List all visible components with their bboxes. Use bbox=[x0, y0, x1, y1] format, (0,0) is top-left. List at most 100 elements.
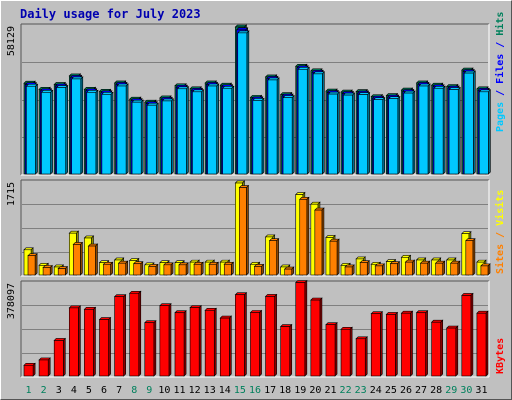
legend-pages-files-hits-part: Files bbox=[494, 54, 506, 84]
bar-sites-21 bbox=[329, 238, 340, 276]
bar-kbytes-12 bbox=[189, 304, 202, 377]
bar-kbytes-18 bbox=[279, 323, 293, 377]
bar-pages-27 bbox=[418, 83, 431, 175]
bar-kbytes-27 bbox=[415, 310, 429, 377]
bar-pages-22 bbox=[342, 92, 356, 175]
bar-sites-15 bbox=[238, 184, 250, 276]
bar-pages-25 bbox=[387, 95, 401, 175]
bar-kbytes-15 bbox=[234, 292, 248, 377]
day-label: 5 bbox=[86, 385, 92, 396]
bar-kbytes-17 bbox=[264, 293, 278, 377]
bar-kbytes-10 bbox=[159, 302, 172, 377]
bar-kbytes-5 bbox=[83, 306, 97, 377]
day-label: 15 bbox=[234, 385, 246, 396]
bar-kbytes-2 bbox=[38, 357, 51, 377]
bar-kbytes-13 bbox=[204, 307, 217, 377]
day-label: 16 bbox=[249, 385, 261, 396]
bar-sites-10 bbox=[163, 262, 174, 276]
bar-kbytes-9 bbox=[144, 319, 157, 377]
bar-kbytes-31 bbox=[476, 310, 489, 377]
day-label: 20 bbox=[309, 385, 321, 396]
legend-sites-visits-part: Visits bbox=[494, 190, 506, 226]
bar-sites-19 bbox=[299, 196, 310, 276]
chart-title: Daily usage for July 2023 bbox=[20, 7, 201, 21]
bar-sites-14 bbox=[223, 261, 235, 276]
bar-kbytes-26 bbox=[400, 310, 414, 377]
bar-kbytes-23 bbox=[355, 336, 368, 377]
bar-kbytes-21 bbox=[325, 321, 338, 377]
bar-kbytes-19 bbox=[295, 279, 308, 377]
bar-pages-28 bbox=[433, 85, 446, 175]
day-label: 14 bbox=[219, 385, 231, 396]
bar-pages-4 bbox=[70, 76, 84, 175]
bar-sites-20 bbox=[314, 207, 325, 276]
bar-kbytes-24 bbox=[370, 310, 384, 377]
bar-pages-29 bbox=[448, 86, 461, 175]
day-label: 26 bbox=[400, 385, 412, 396]
legend-sites-visits: Sites / Visits bbox=[494, 190, 506, 274]
bar-sites-1 bbox=[27, 252, 38, 276]
bar-kbytes-4 bbox=[68, 305, 82, 377]
bar-kbytes-14 bbox=[219, 315, 233, 377]
bar-sites-9 bbox=[148, 263, 159, 276]
bar-sites-30 bbox=[465, 237, 476, 276]
bar-pages-19 bbox=[297, 66, 310, 175]
day-label: 7 bbox=[116, 385, 122, 396]
bar-kbytes-25 bbox=[385, 311, 399, 377]
bar-pages-13 bbox=[206, 83, 220, 175]
day-label: 31 bbox=[475, 385, 487, 396]
bar-sites-16 bbox=[253, 263, 265, 276]
bar-kbytes-3 bbox=[53, 337, 67, 377]
bar-sites-4 bbox=[72, 241, 84, 276]
day-label: 27 bbox=[415, 385, 427, 396]
day-label: 17 bbox=[264, 385, 276, 396]
bar-sites-18 bbox=[283, 266, 295, 276]
bar-pages-5 bbox=[86, 89, 99, 175]
bar-kbytes-16 bbox=[249, 309, 263, 377]
legend-kbytes-part: KBytes bbox=[495, 338, 506, 374]
bar-pages-11 bbox=[176, 86, 190, 175]
legend-pages-files-hits-part: Pages bbox=[495, 102, 506, 132]
day-label: 8 bbox=[131, 385, 137, 396]
bar-pages-20 bbox=[312, 71, 326, 175]
day-label: 21 bbox=[324, 385, 336, 396]
legend-pages-files-hits-part: / bbox=[495, 84, 506, 102]
bar-pages-26 bbox=[403, 90, 416, 175]
bar-sites-7 bbox=[117, 260, 129, 276]
bar-kbytes-30 bbox=[461, 292, 474, 377]
bar-pages-15 bbox=[237, 30, 250, 175]
bar-sites-23 bbox=[359, 259, 370, 276]
day-label: 4 bbox=[71, 385, 77, 396]
day-label: 29 bbox=[445, 385, 457, 396]
bar-sites-17 bbox=[268, 237, 280, 276]
legend-pages-files-hits-part: / bbox=[495, 36, 506, 54]
day-label: 28 bbox=[430, 385, 442, 396]
bar-pages-14 bbox=[221, 85, 235, 175]
bar-sites-27 bbox=[419, 260, 431, 276]
bar-sites-12 bbox=[193, 261, 204, 276]
bar-kbytes-28 bbox=[430, 319, 444, 377]
bar-pages-16 bbox=[252, 97, 265, 175]
bar-kbytes-8 bbox=[128, 290, 142, 377]
bar-sites-22 bbox=[344, 264, 355, 276]
legend-pages-files-hits: Pages / Files / Hits bbox=[494, 12, 506, 132]
bar-sites-8 bbox=[132, 261, 144, 276]
legend-sites-visits-part: / bbox=[495, 226, 506, 244]
bar-pages-18 bbox=[282, 94, 295, 175]
bar-pages-31 bbox=[478, 89, 492, 175]
bar-sites-3 bbox=[57, 265, 69, 276]
legend-pages-files-hits-part: Hits bbox=[494, 12, 506, 36]
bar-kbytes-22 bbox=[340, 326, 353, 377]
day-label: 2 bbox=[41, 385, 47, 396]
legend-sites-visits-part: Sites bbox=[494, 244, 506, 274]
day-label: 25 bbox=[385, 385, 397, 396]
bar-pages-8 bbox=[131, 99, 144, 175]
bar-pages-3 bbox=[55, 84, 69, 175]
day-label: 24 bbox=[370, 385, 382, 396]
legend-kbytes: KBytes bbox=[495, 338, 506, 374]
bar-kbytes-6 bbox=[98, 316, 112, 377]
bar-sites-2 bbox=[42, 264, 53, 276]
day-label: 12 bbox=[189, 385, 201, 396]
hits-ymax-label: 58129 bbox=[6, 26, 17, 56]
